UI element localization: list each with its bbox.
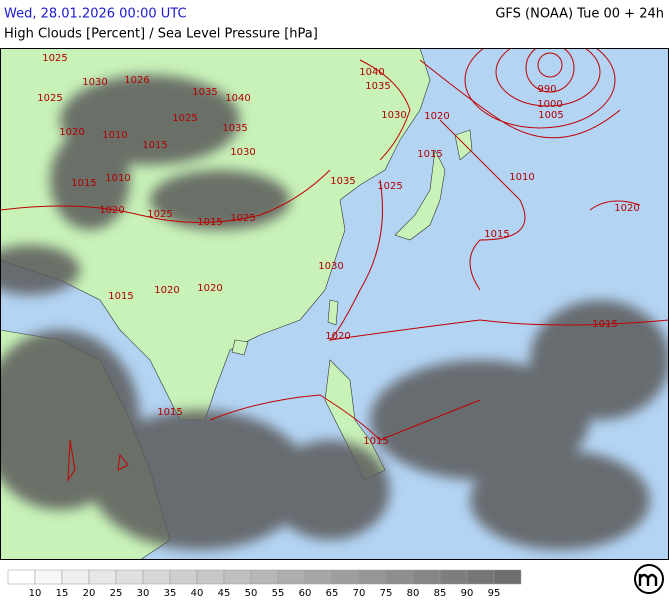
isobar-label: 1025	[230, 213, 255, 224]
colorbar-label: 80	[407, 588, 420, 599]
colorbar-label: 30	[137, 588, 150, 599]
isobar-label: 1030	[230, 147, 255, 158]
isobar-label: 1020	[154, 285, 179, 296]
isobar-label: 1015	[417, 149, 442, 160]
colorbar-label: 60	[299, 588, 312, 599]
colorbar-swatch	[466, 569, 495, 585]
colorbar-label: 90	[461, 588, 474, 599]
isobar-label: 1010	[105, 173, 130, 184]
isobar-label: 1020	[59, 127, 84, 138]
isobar-label: 1035	[330, 176, 355, 187]
colorbar-swatch	[493, 569, 522, 585]
forecast-date: Wed, 28.01.2026 00:00 UTC	[4, 7, 187, 22]
colorbar-label: 75	[380, 588, 393, 599]
isobar-label: 1015	[592, 319, 617, 330]
colorbar-label: 20	[83, 588, 96, 599]
isobar-label: 1020	[197, 283, 222, 294]
isobar-label: 990	[537, 84, 556, 95]
islands	[231, 299, 386, 481]
isobar-label: 1005	[538, 110, 563, 121]
colorbar-swatch	[277, 569, 306, 585]
logo	[634, 564, 664, 594]
isobar-label: 1015	[108, 291, 133, 302]
colorbar-swatch	[61, 569, 90, 585]
isobar-label: 1035	[222, 123, 247, 134]
isobar-label: 1030	[318, 261, 343, 272]
japan	[394, 129, 473, 241]
isobar-label: 1025	[37, 93, 62, 104]
isobar-label: 1030	[381, 110, 406, 121]
isobar-label: 1030	[82, 77, 107, 88]
colorbar-swatch	[331, 569, 360, 585]
isobar-label: 1040	[359, 67, 384, 78]
colorbar-label: 35	[164, 588, 177, 599]
colorbar-label: 45	[218, 588, 231, 599]
isobar-label: 1020	[424, 111, 449, 122]
isobar-label: 1015	[157, 407, 182, 418]
colorbar-label: 70	[353, 588, 366, 599]
isobar-label: 1010	[102, 130, 127, 141]
isobar-label: 1015	[71, 178, 96, 189]
colorbar-swatch	[250, 569, 279, 585]
colorbar-swatch	[304, 569, 333, 585]
map: 1025 1030 1026 1025 1035 1040 1040 1035 1030 1020…	[0, 48, 669, 560]
colorbar-swatch	[142, 569, 171, 585]
colorbar-swatch	[196, 569, 225, 585]
isobar-label: 1035	[365, 81, 390, 92]
colorbar-label: 85	[434, 588, 447, 599]
isobar-label: 1020	[614, 203, 639, 214]
colorbar-swatch	[115, 569, 144, 585]
model-run: GFS (NOAA) Tue 00 + 24h	[495, 7, 664, 22]
colorbar-label: 15	[56, 588, 69, 599]
isobars	[0, 48, 669, 482]
high-clouds	[0, 75, 669, 550]
isobar-label: 1025	[377, 181, 402, 192]
colorbar-swatch	[358, 569, 387, 585]
isobar-label: 1025	[42, 53, 67, 64]
logo-mark	[638, 573, 658, 586]
colorbar-swatch	[412, 569, 441, 585]
isobar-label: 1010	[509, 172, 534, 183]
colorbar-label: 50	[245, 588, 258, 599]
isobar-label: 1015	[363, 436, 388, 447]
isobar-label: 1025	[147, 209, 172, 220]
colorbar-label: 95	[488, 588, 501, 599]
isobar-label: 1020	[325, 331, 350, 342]
colorbar-label: 55	[272, 588, 285, 599]
colorbar-swatch	[439, 569, 468, 585]
colorbar-swatch	[7, 569, 36, 585]
colorbar-label: 40	[191, 588, 204, 599]
map-title: High Clouds [Percent] / Sea Level Pressu…	[4, 27, 318, 42]
isobar-label: 1015	[484, 229, 509, 240]
colorbar: 10 15 20 25 30 35 40 45 50 55 60 65 70 75 80 85 90 95	[7, 569, 522, 599]
isobar-label: 1035	[192, 87, 217, 98]
isobar-labels: 1025 1030 1026 1025 1035 1040 1040 1035 1030 1020…	[37, 53, 639, 447]
colorbar-label: 25	[110, 588, 123, 599]
isobar-label: 1040	[225, 93, 250, 104]
colorbar-label: 65	[326, 588, 339, 599]
colorbar-swatch	[34, 569, 63, 585]
colorbar-swatch	[385, 569, 414, 585]
isobar-label: 1015	[142, 140, 167, 151]
colorbar-swatch	[223, 569, 252, 585]
colorbar-label: 10	[29, 588, 42, 599]
colorbar-swatch	[169, 569, 198, 585]
colorbar-swatch	[88, 569, 117, 585]
isobar-label: 1026	[124, 75, 149, 86]
isobar-label: 1015	[197, 217, 222, 228]
isobar-label: 1000	[537, 99, 562, 110]
isobar-label: 1020	[99, 205, 124, 216]
isobar-label: 1025	[172, 113, 197, 124]
